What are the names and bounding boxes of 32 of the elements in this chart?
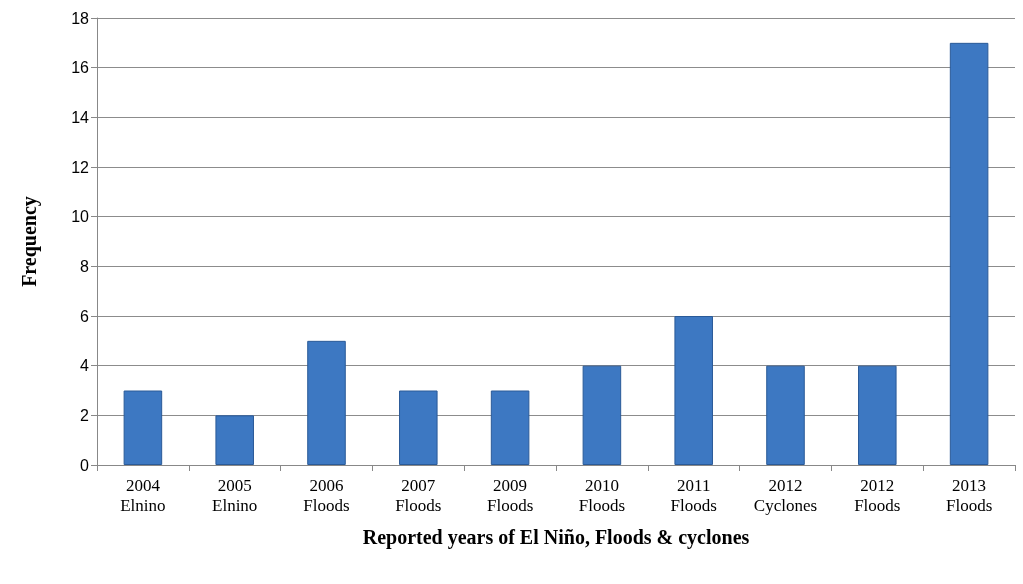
bar <box>123 390 163 465</box>
y-tick-label: 14 <box>71 108 90 126</box>
x-tick-label: 2010 Floods <box>578 475 626 515</box>
bar <box>215 415 254 465</box>
bar <box>307 340 346 465</box>
y-tick-label: 6 <box>80 307 90 325</box>
x-tick-label: 2012 Cyclones <box>753 475 818 515</box>
x-tick-label: 2013 Floods <box>945 475 993 515</box>
bar <box>949 42 989 465</box>
bar <box>674 316 713 465</box>
y-tick-label: 16 <box>71 59 90 77</box>
y-tick-label: 12 <box>71 158 90 176</box>
y-tick-label: 2 <box>80 406 90 424</box>
x-tick-label: 2004 Elnino <box>120 475 166 515</box>
y-tick-label: 18 <box>71 9 90 27</box>
y-tick-label: 4 <box>80 357 90 375</box>
x-tick-label: 2007 Floods <box>395 475 442 515</box>
bar <box>399 390 438 465</box>
bar <box>766 365 805 465</box>
bar <box>858 365 897 465</box>
x-axis-title: Reported years of El Niño, Floods & cyclones <box>362 526 750 549</box>
x-tick-label: 2011 Floods <box>670 475 717 515</box>
x-tick-label: 2005 Elnino <box>212 475 258 515</box>
x-tick-label: 2012 Floods <box>854 475 901 515</box>
y-axis-title: Frequency <box>18 196 41 287</box>
bar <box>490 390 530 465</box>
x-tick-label: 2009 Floods <box>486 475 534 515</box>
y-tick-label: 8 <box>80 257 90 275</box>
bar <box>582 365 622 465</box>
x-tick-label: 2006 Floods <box>303 475 350 515</box>
y-tick-label: 0 <box>80 456 90 474</box>
y-tick-label: 10 <box>71 208 90 226</box>
